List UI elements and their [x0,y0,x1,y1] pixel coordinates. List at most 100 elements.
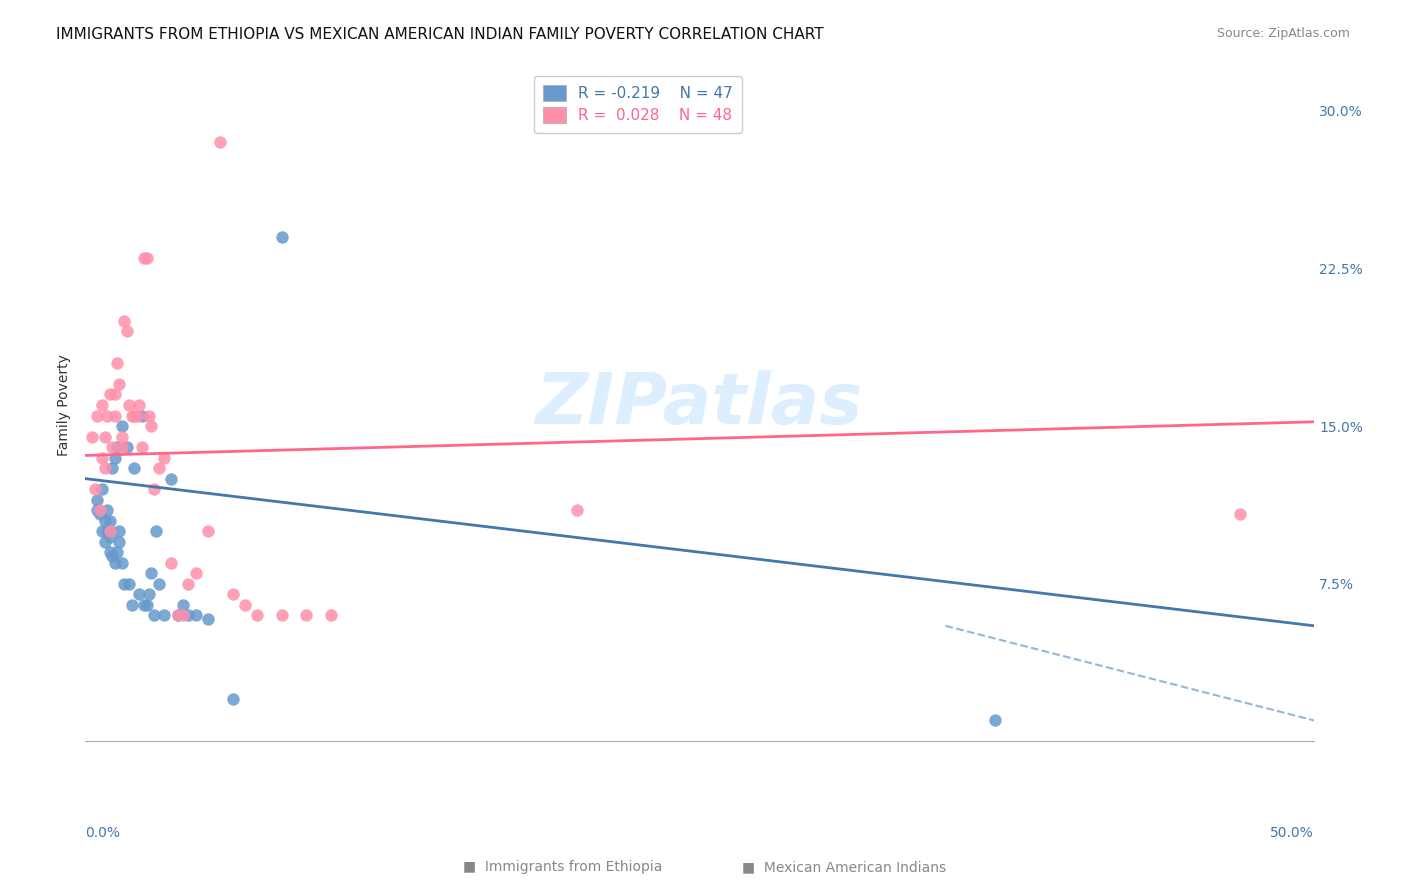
Point [184,566,207,581]
Point [197,524,219,538]
Point [105,545,128,559]
Point [115,440,138,454]
Point [172,598,194,612]
Point [167,608,190,623]
Point [246,608,269,623]
Point [93,534,115,549]
Point [148,461,170,475]
Point [112,314,135,328]
Point [101,440,124,454]
Point [101,549,124,564]
Point [132,251,155,265]
Point [105,440,128,454]
Text: 0.0%: 0.0% [86,826,120,839]
Point [319,608,342,623]
Y-axis label: Family Poverty: Family Poverty [58,354,72,456]
Point [209,135,232,149]
Point [565,503,588,517]
Point [1229,508,1251,522]
Point [98,545,121,559]
Point [221,692,243,706]
Text: ■  Mexican American Indians: ■ Mexican American Indians [741,860,946,874]
Point [89,503,111,517]
Point [91,450,114,465]
Point [98,387,121,401]
Point [128,587,150,601]
Legend: R = -0.219    N = 47, R =  0.028    N = 48: R = -0.219 N = 47, R = 0.028 N = 48 [534,76,742,133]
Text: 50.0%: 50.0% [1271,826,1315,839]
Point [82,429,104,443]
Point [145,524,167,538]
Point [118,398,141,412]
Point [86,492,108,507]
Point [91,398,114,412]
Point [118,576,141,591]
Text: ■  Immigrants from Ethiopia: ■ Immigrants from Ethiopia [463,860,662,874]
Point [142,608,165,623]
Point [270,229,292,244]
Point [221,587,243,601]
Point [105,356,128,370]
Point [108,534,131,549]
Point [233,598,256,612]
Point [91,482,114,496]
Point [141,419,163,434]
Point [131,409,153,423]
Point [115,325,138,339]
Point [135,251,157,265]
Point [983,714,1005,728]
Point [89,508,111,522]
Point [98,524,121,538]
Point [101,461,124,475]
Point [122,409,145,423]
Point [111,429,134,443]
Point [295,608,318,623]
Point [98,514,121,528]
Point [138,587,160,601]
Text: ZIPatlas: ZIPatlas [536,370,863,440]
Point [152,450,174,465]
Point [93,514,115,528]
Text: Source: ZipAtlas.com: Source: ZipAtlas.com [1216,27,1350,40]
Point [103,409,125,423]
Point [152,608,174,623]
Point [86,503,108,517]
Point [128,398,150,412]
Point [131,440,153,454]
Point [103,556,125,570]
Text: IMMIGRANTS FROM ETHIOPIA VS MEXICAN AMERICAN INDIAN FAMILY POVERTY CORRELATION C: IMMIGRANTS FROM ETHIOPIA VS MEXICAN AMER… [56,27,824,42]
Point [112,576,135,591]
Point [122,461,145,475]
Point [103,450,125,465]
Point [135,598,157,612]
Point [96,409,118,423]
Point [91,524,114,538]
Point [93,461,115,475]
Point [96,524,118,538]
Point [121,409,143,423]
Point [86,409,108,423]
Point [98,531,121,545]
Point [121,598,143,612]
Point [93,429,115,443]
Point [96,503,118,517]
Point [197,612,219,626]
Point [138,409,160,423]
Point [83,482,105,496]
Point [125,409,148,423]
Point [132,598,155,612]
Point [172,608,194,623]
Point [108,524,131,538]
Point [177,576,200,591]
Point [108,376,131,391]
Point [111,440,134,454]
Point [270,608,292,623]
Point [141,566,163,581]
Point [177,608,200,623]
Point [167,608,190,623]
Point [111,556,134,570]
Point [103,387,125,401]
Point [98,524,121,538]
Point [148,576,170,591]
Point [184,608,207,623]
